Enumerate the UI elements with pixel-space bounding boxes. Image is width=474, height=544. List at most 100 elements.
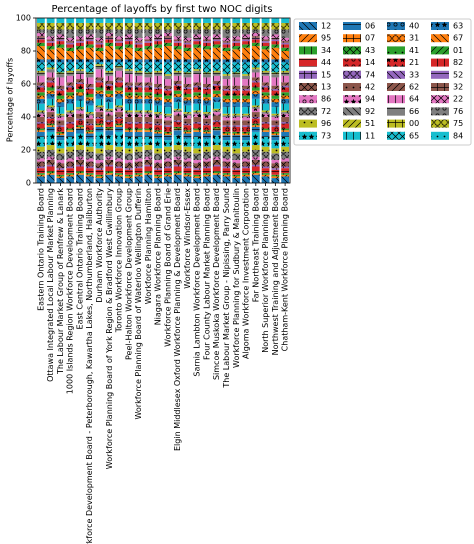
bar-segment [203,74,211,78]
bar-segment [163,18,172,23]
bar-segment [144,59,153,63]
bar-segment [183,72,192,75]
bar-segment [36,59,45,63]
bar-segment [212,34,221,38]
bar-segment [232,169,241,175]
bar-segment [56,62,65,73]
bar-segment [76,70,84,75]
bar-segment [251,72,260,78]
bar-segment [281,110,290,113]
x-tick-label: Algoma Workforce Investment Corporation [242,188,251,359]
bar-segment [173,41,182,43]
bar-segment [242,95,250,99]
bar-segment [105,97,114,103]
bar-segment [46,131,55,146]
bar-segment [144,46,153,50]
bar-segment [281,41,290,43]
bar-segment [134,72,143,76]
bar-segment [242,47,250,60]
legend-label: 06 [365,22,375,31]
bar-segment [105,115,114,121]
bar-segment [251,105,260,108]
bar-segment [242,44,250,48]
bar-segment [203,42,211,47]
bar-segment [46,159,55,165]
bar-segment [203,130,211,132]
bar-segment [173,156,182,160]
bar-segment [76,166,84,172]
bar-segment [95,117,104,119]
bar-segment [85,158,94,162]
bar-segment [154,34,163,38]
bar-segment [95,41,104,43]
bar-segment [115,117,123,119]
bar-segment [251,59,260,63]
bar-segment [193,47,202,60]
bar-segment [124,41,133,45]
bar-segment [261,112,270,114]
bar-segment [261,87,270,93]
x-tick-label: North Superior Workforce Planning Board [261,188,270,353]
bar-segment [242,29,250,35]
bar-segment [115,59,123,63]
bar-segment [193,112,202,114]
legend-label: 72 [321,107,331,116]
bar-segment [251,67,260,70]
bar-segment [212,166,221,172]
bar-segment [173,75,182,81]
y-tick-label: 20 [21,146,31,155]
bar-segment [232,153,241,160]
bar-segment [36,128,45,131]
bar-segment [105,90,114,94]
bar-segment [36,37,45,40]
legend-swatch [431,34,449,43]
bar-segment [203,39,211,42]
bar-segment [232,41,241,43]
bar-segment [76,62,84,70]
bar-segment [105,128,114,131]
bar-segment [46,171,55,174]
bar-segment [154,22,163,30]
x-tick-label: Eastern Ontario Training Board [36,188,45,311]
bar-segment [134,173,143,175]
bar-segment [124,69,133,71]
bar-segment [281,29,290,38]
bar-segment [85,74,94,78]
bar-segment [203,158,211,162]
bar-segment [222,168,231,174]
bar-segment [251,173,260,175]
x-tick-label: Toronto Workforce Innovation Group [115,188,124,333]
legend-label: 33 [409,70,419,79]
bar-segment [251,32,260,37]
bar-segment [232,115,241,117]
bar-segment [271,159,280,164]
bar-segment [105,130,114,136]
bar-segment [212,156,221,160]
bar-segment [144,49,153,60]
legend-swatch [343,83,361,91]
bar-segment [281,168,290,174]
bar-segment [66,173,75,175]
bar-segment [66,158,75,162]
bar-segment [56,115,65,117]
bar-segment [173,110,182,113]
bar-segment [281,75,290,83]
legend-label: 41 [409,46,419,55]
bar-segment [105,84,114,86]
bar-segment [251,174,260,183]
bar-segment [66,151,75,159]
bar-segment [66,42,75,45]
bar-segment [95,69,104,78]
bar-segment [76,120,84,126]
bar-segment [281,51,290,60]
bar-segment [144,128,153,131]
bar-segment [124,98,133,104]
bar-segment [183,74,192,78]
bar-segment [271,22,280,30]
legend-swatch [343,46,361,55]
bar-segment [261,75,270,83]
bar-segment [144,159,153,165]
bar-segment [105,37,114,40]
bar-segment [124,29,133,35]
bar-segment [66,112,75,114]
